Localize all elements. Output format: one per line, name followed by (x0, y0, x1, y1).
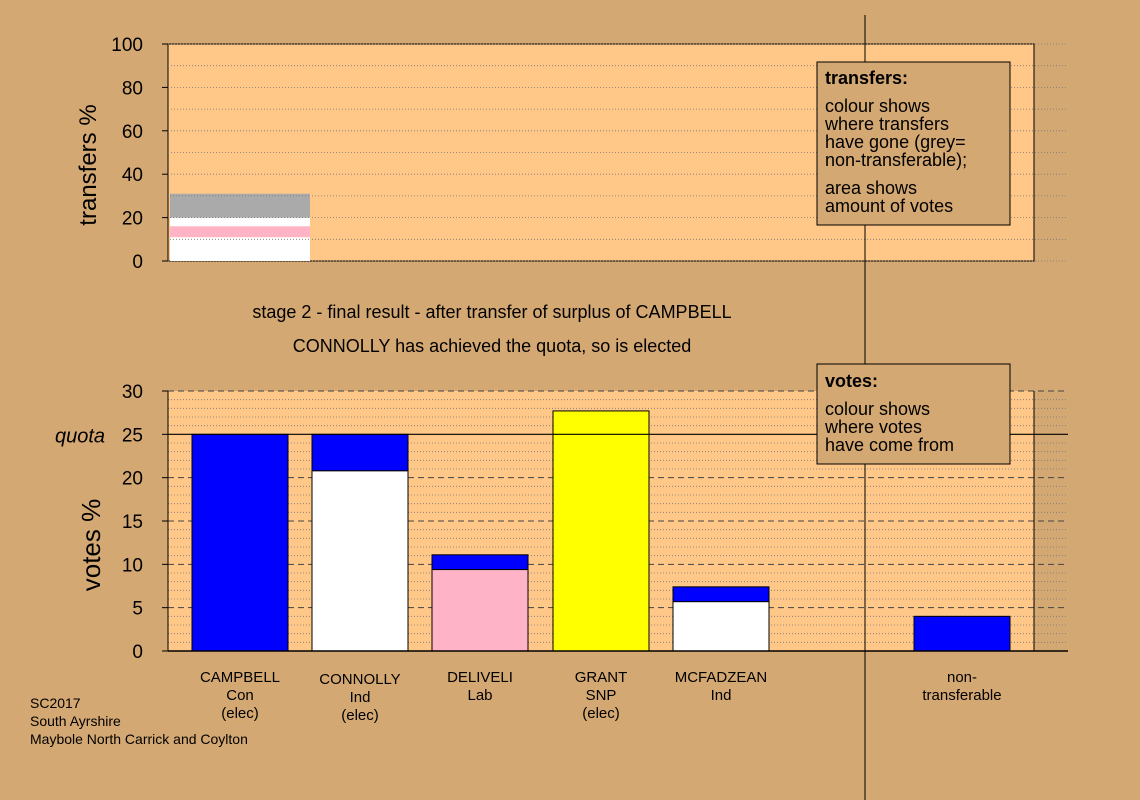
transfers-legend-line: non-transferable); (825, 150, 967, 170)
footer-election: SC2017 (30, 695, 81, 711)
transfers-legend-line: amount of votes (825, 196, 953, 216)
vote-bar-segment (552, 410, 650, 652)
category-label: Ind (711, 687, 732, 704)
category-label: (elec) (221, 705, 259, 722)
transfers-y-axis-label: transfers % (75, 104, 102, 225)
transfers-bars (170, 193, 310, 261)
transfer-segment (170, 217, 310, 227)
y-tick-label: 80 (122, 78, 143, 99)
category-label: Con (226, 687, 254, 704)
votes-legend-box (816, 363, 1011, 465)
y-tick-label: 20 (122, 469, 143, 490)
transfers-legend-title: transfers: (825, 68, 908, 88)
transfers-legend-line: colour shows (825, 96, 930, 116)
category-label: non- (947, 669, 977, 686)
stage-caption: stage 2 - final result - after transfer … (252, 302, 731, 322)
transfer-segment (170, 226, 310, 238)
transfers-legend-line: area shows (825, 178, 917, 198)
y-tick-label: 15 (122, 512, 143, 533)
votes-legend-title: votes: (825, 371, 878, 391)
category-label: SNP (586, 687, 617, 704)
votes-y-ticks: 0 5 10 15 20 25 30 quota (55, 382, 168, 663)
votes-bars (167, 391, 1068, 652)
category-label: (elec) (341, 707, 379, 724)
y-tick-label: 60 (122, 122, 143, 143)
y-tick-label: 40 (122, 165, 143, 186)
vote-bar-segment (672, 586, 770, 603)
transfer-segment (170, 237, 310, 261)
category-label: (elec) (582, 705, 620, 722)
category-label: transferable (922, 687, 1001, 704)
vote-bar-segment (431, 569, 529, 652)
transfers-legend: transfers: colour shows where transfers … (816, 61, 1011, 226)
vote-bar-segment (431, 554, 529, 571)
vote-bar-segment (311, 470, 409, 652)
y-tick-label: 10 (122, 555, 143, 576)
vote-bar-segment (672, 601, 770, 652)
category-label: DELIVELI (447, 669, 513, 686)
votes-y-axis-label: votes % (76, 499, 106, 592)
category-label: CAMPBELL (200, 669, 280, 686)
votes-legend-line: where votes (824, 417, 922, 437)
y-tick-label: 25 (122, 425, 143, 446)
category-label: Ind (350, 689, 371, 706)
category-label: GRANT (575, 669, 628, 686)
footer-council: South Ayrshire (30, 713, 121, 729)
votes-legend-line: have come from (825, 435, 954, 455)
transfers-y-ticks: 0 20 40 60 80 100 (111, 35, 168, 273)
transfers-legend-box (816, 61, 1011, 226)
category-label: MCFADZEAN (675, 669, 768, 686)
quota-label: quota (55, 425, 105, 447)
category-label: Lab (467, 687, 492, 704)
votes-legend-line: colour shows (825, 399, 930, 419)
category-label: CONNOLLY (319, 671, 400, 688)
vote-bar-segment (913, 615, 1011, 652)
votes-category-labels: CAMPBELLCon(elec)CONNOLLYInd(elec)DELIVE… (200, 669, 1002, 724)
vote-bar-segment (311, 433, 409, 472)
footer-ward: Maybole North Carrick and Coylton (30, 731, 248, 747)
y-tick-label: 5 (132, 599, 143, 620)
y-tick-label: 0 (132, 252, 143, 273)
y-tick-label: 30 (122, 382, 143, 403)
vote-bar-segment (191, 433, 289, 652)
transfers-legend-line: where transfers (824, 114, 949, 134)
votes-legend: votes: colour shows where votes have com… (816, 363, 1011, 465)
transfer-segment (170, 193, 310, 218)
transfers-legend-line: have gone (grey= (825, 132, 966, 152)
elected-caption: CONNOLLY has achieved the quota, so is e… (293, 336, 692, 356)
y-tick-label: 100 (111, 35, 143, 56)
y-tick-label: 20 (122, 209, 143, 230)
y-tick-label: 0 (132, 642, 143, 663)
